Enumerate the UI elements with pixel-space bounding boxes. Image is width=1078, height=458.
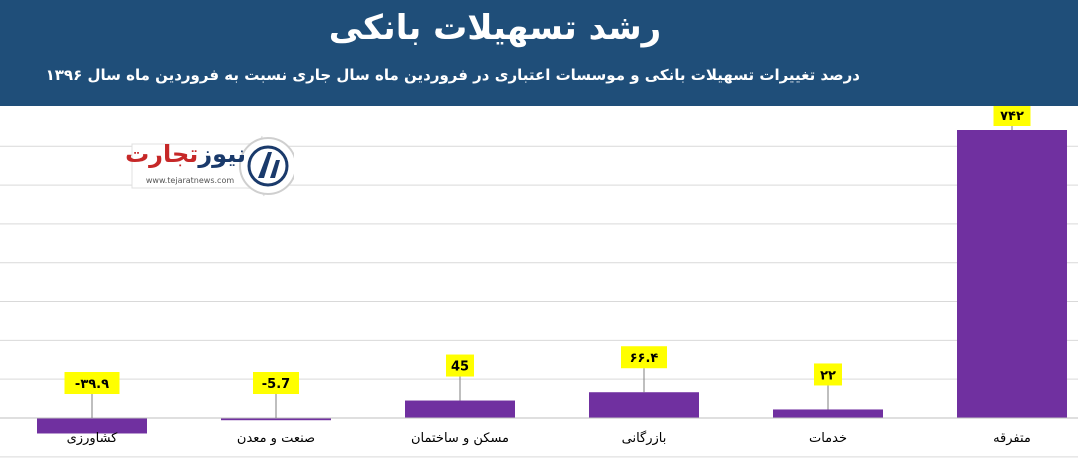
chart-title: رشد تسهیلات بانکی [328, 8, 662, 48]
logo-name: نیوزتجارت [125, 140, 246, 168]
category-label: خدمات [809, 431, 847, 446]
bar [221, 418, 331, 421]
category-labels: کشاورزی صنعت و معدن مسکن و ساختمان بازرگانی… [67, 430, 1031, 446]
logo-wordmark: نیوزتجارت www.tejaratnews.com [125, 134, 246, 198]
bar [773, 409, 883, 418]
bar [37, 418, 147, 434]
data-labels: -۳۹.۹ -5.7 45 ۶۶.۴ ۲۲ ۷۴۲ [64, 104, 1031, 394]
data-label-box [253, 372, 299, 394]
label-leaders [91, 126, 1013, 418]
tejarat-news-logo: نیوزتجارت www.tejaratnews.com [125, 134, 294, 198]
bar [405, 400, 515, 418]
data-label: ۷۴۲ [1000, 109, 1024, 124]
category-label: صنعت و معدن [237, 431, 315, 446]
data-label-box [446, 354, 474, 377]
logo-url: www.tejaratnews.com [145, 176, 235, 185]
data-label-box [814, 363, 842, 386]
chart-subtitle: درصد تغییرات تسهیلات بانکی و موسسات اعتب… [45, 66, 860, 84]
category-label: مسکن و ساختمان [411, 431, 509, 446]
data-label-box [64, 372, 120, 394]
data-label: ۲۲ [820, 368, 836, 383]
data-label: 45 [451, 360, 469, 375]
data-label: ۶۶.۴ [630, 351, 659, 366]
tejarat-news-emblem-icon [247, 145, 289, 187]
category-label: کشاورزی [67, 431, 119, 446]
data-label-box [993, 104, 1031, 126]
logo-name-part2: نیوز [198, 140, 246, 168]
category-label: بازرگانی [622, 430, 667, 446]
category-label: متفرقه [993, 431, 1031, 446]
logo-name-part1: تجارت [125, 140, 199, 168]
bar [589, 392, 699, 418]
bar [957, 130, 1067, 418]
data-label: -5.7 [262, 377, 290, 392]
bars [37, 130, 1067, 434]
data-label: -۳۹.۹ [75, 377, 109, 392]
header-banner: رشد تسهیلات بانکی درصد تغییرات تسهیلات ب… [0, 0, 1078, 106]
data-label-box [621, 346, 667, 369]
